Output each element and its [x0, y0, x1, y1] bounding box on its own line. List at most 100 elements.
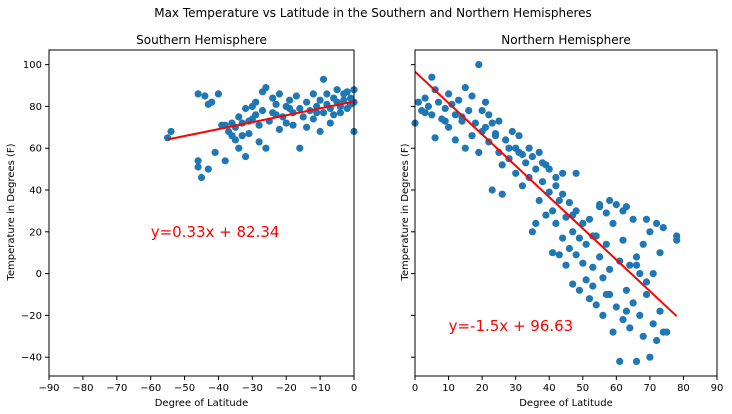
southern-hemisphere-data-point [197, 173, 206, 182]
northern-hemisphere-data-point [622, 307, 631, 315]
northern-hemisphere-data-point [599, 274, 607, 282]
northern-hemisphere-data-point [515, 148, 523, 156]
northern-hemisphere-data-point [612, 201, 620, 209]
northern-hemisphere-data-point [585, 215, 594, 223]
northern-hemisphere-x-tick-label: 60 [610, 383, 623, 394]
northern-hemisphere-data-point [518, 182, 527, 190]
northern-hemisphere-data-point [424, 102, 432, 110]
northern-hemisphere-data-point [565, 244, 574, 253]
southern-hemisphere-y-label: Temperature in Degrees (F) [6, 143, 17, 281]
northern-hemisphere-x-ticks: 0 10 20 30 40 50 60 70 80 90 [412, 376, 724, 394]
southern-hemisphere-y-tick-label: 80 [29, 102, 42, 113]
southern-hemisphere-regression [167, 100, 355, 141]
northern-hemisphere-data-point [451, 111, 459, 119]
southern-hemisphere-data-point [238, 132, 246, 140]
northern-hemisphere-data-point [612, 303, 620, 311]
southern-hemisphere-x-tick-label: −30 [242, 383, 263, 394]
northern-hemisphere-data-point [451, 136, 459, 144]
northern-hemisphere-data-point [538, 178, 547, 186]
northern-hemisphere-data-point [441, 104, 449, 113]
northern-hemisphere-data-point [555, 251, 563, 259]
northern-hemisphere-x-tick-label: 40 [543, 383, 556, 394]
northern-hemisphere-data-point [629, 215, 637, 223]
southern-hemisphere-y-tick-label: −40 [21, 353, 42, 364]
northern-hemisphere-data-point [461, 84, 469, 92]
southern-hemisphere-y-tick-label: 0 [36, 269, 42, 280]
northern-hemisphere-data-point [475, 61, 483, 69]
northern-hemisphere-data-point [542, 211, 550, 219]
southern-hemisphere-data-point [275, 90, 283, 98]
northern-hemisphere-data-point [488, 119, 496, 127]
southern-hemisphere-data-point [164, 134, 172, 142]
southern-hemisphere-regression-equation: y=0.33x + 82.34 [151, 223, 280, 241]
northern-hemisphere-data-point [555, 196, 563, 205]
southern-hemisphere-y-tick-label: −20 [21, 311, 42, 322]
northern-hemisphere-plot: Northern Hemisphere 0 10 20 30 40 50 60 70 80 90 … [400, 33, 723, 409]
northern-hemisphere-x-tick-label: 80 [677, 383, 690, 394]
southern-hemisphere-regression-line [167, 100, 355, 141]
northern-hemisphere-data-point [431, 134, 439, 142]
southern-hemisphere-y-ticks: −40 −20 0 20 40 60 80 100 [21, 60, 49, 364]
southern-hemisphere-data-point [296, 104, 304, 113]
northern-hemisphere-regression [414, 70, 678, 317]
northern-hemisphere-data-point [582, 240, 590, 248]
southern-hemisphere-data-point [292, 92, 300, 100]
southern-hemisphere-data-point [303, 123, 311, 131]
northern-hemisphere-data-point [535, 148, 543, 156]
northern-hemisphere-data-point [636, 270, 644, 278]
southern-hemisphere-data-point [313, 109, 321, 117]
southern-hemisphere-data-point [228, 132, 236, 140]
northern-hemisphere-data-point [508, 127, 516, 136]
northern-hemisphere-x-tick-label: 50 [576, 383, 589, 394]
northern-hemisphere-data-point [636, 311, 644, 319]
southern-hemisphere-data-point [255, 121, 263, 129]
northern-hemisphere-data-point [545, 165, 553, 173]
southern-hemisphere-x-tick-label: −20 [276, 383, 297, 394]
northern-hemisphere-data-point [421, 94, 429, 102]
southern-hemisphere-data-point [326, 119, 334, 127]
figure-title: Max Temperature vs Latitude in the South… [154, 6, 592, 20]
southern-hemisphere-data-point [255, 138, 263, 146]
northern-hemisphere-y-ticks [411, 64, 415, 358]
northern-hemisphere-frame [414, 49, 718, 377]
northern-hemisphere-data-point [528, 153, 537, 161]
northern-hemisphere-data-point [565, 199, 574, 207]
northern-hemisphere-data-point [649, 270, 657, 278]
northern-hemisphere-data-point [532, 219, 540, 227]
northern-hemisphere-data-point [616, 357, 624, 365]
northern-hemisphere-data-point [545, 188, 553, 196]
northern-hemisphere-data-point [649, 320, 657, 328]
northern-hemisphere-data-point [414, 98, 422, 106]
southern-hemisphere-x-tick-label: −80 [72, 383, 93, 394]
southern-hemisphere-data-point [330, 111, 338, 119]
northern-hemisphere-data-point [626, 324, 634, 332]
northern-hemisphere-data-point [632, 357, 641, 365]
northern-hemisphere-data-point [468, 92, 476, 100]
southern-hemisphere-data-point [282, 119, 290, 127]
southern-hemisphere-data-point [235, 144, 243, 152]
northern-hemisphere-data-point [602, 209, 610, 217]
northern-hemisphere-x-tick-label: 90 [711, 383, 724, 394]
northern-hemisphere-data-point [602, 290, 610, 299]
northern-hemisphere-data-point [656, 307, 664, 315]
northern-hemisphere-data-point [532, 165, 540, 173]
southern-hemisphere-data-point [204, 165, 212, 173]
southern-hemisphere-x-tick-label: −50 [174, 383, 195, 394]
northern-hemisphere-data-point [606, 265, 614, 273]
northern-hemisphere-data-point [632, 253, 641, 261]
northern-hemisphere-data-point [639, 332, 647, 340]
southern-hemisphere-data-point [343, 88, 351, 96]
northern-hemisphere-data-point [448, 100, 456, 108]
northern-hemisphere-data-point [559, 234, 567, 242]
northern-hemisphere-data-point [549, 207, 557, 215]
southern-hemisphere-data-point [286, 104, 294, 113]
southern-hemisphere-data-point [309, 115, 317, 123]
southern-hemisphere-data-point [242, 104, 250, 113]
northern-hemisphere-data-point [468, 132, 476, 140]
southern-hemisphere-data-point [275, 125, 283, 133]
northern-hemisphere-axes-frame [414, 49, 718, 377]
northern-hemisphere-data-point [552, 173, 560, 182]
northern-hemisphere-data-point [616, 257, 624, 265]
northern-hemisphere-data-point [592, 301, 600, 309]
